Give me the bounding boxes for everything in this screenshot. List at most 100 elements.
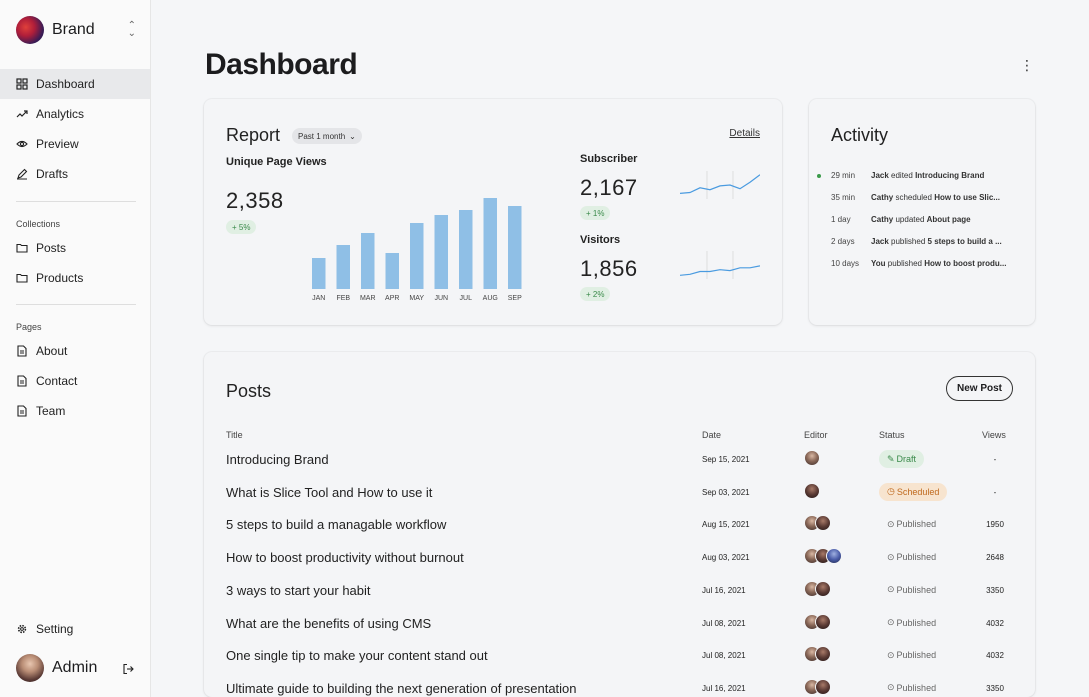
table-row[interactable]: Introducing Brand Sep 15, 2021 ✎ Draft - [204,450,1035,485]
sidebar-item-label: Analytics [36,107,85,121]
published-status-icon: ⊙ [887,682,895,693]
published-status-icon: ⊙ [887,518,895,529]
published-status-icon: ⊙ [887,551,895,562]
status-dot [817,218,821,222]
x-tick-label: JUL [460,295,473,302]
bar [483,198,497,289]
post-date: Sep 15, 2021 [702,455,750,464]
table-row[interactable]: How to boost productivity without burnou… [204,548,1035,583]
gear-icon [16,623,28,635]
activity-item[interactable]: 1 day Cathy updated About page [817,215,1027,224]
brand-name: Brand [52,21,95,38]
status-badge: ⊙ Published [879,515,944,533]
user-profile[interactable]: Admin [16,654,134,682]
avatar [804,482,820,499]
status-label: Scheduled [896,486,940,497]
sidebar-item-label: Setting [36,622,74,636]
status-dot [817,240,821,244]
post-views: 2648 [986,553,1004,563]
post-title[interactable]: 3 ways to start your habit [226,582,371,598]
sidebar-item-analytics[interactable]: Analytics [0,99,150,129]
published-status-icon: ⊙ [887,649,895,660]
subscriber-label: Subscriber [580,153,638,165]
table-row[interactable]: Ultimate guide to building the next gene… [204,678,1035,697]
sidebar-item-drafts[interactable]: Drafts [0,159,150,189]
sidebar-item-products[interactable]: Products [0,263,150,293]
sidebar-item-about[interactable]: About [0,336,150,366]
editor-avatars [804,646,831,663]
column-header-date[interactable]: Date [702,430,722,440]
status-label: Published [896,584,937,595]
sidebar-item-preview[interactable]: Preview [0,129,150,159]
activity-title: Activity [831,125,889,145]
sidebar-item-setting[interactable]: Setting [0,614,150,644]
activity-time: 2 days [831,237,855,246]
status-label: Published [896,519,937,530]
pages-label: Pages [16,322,42,332]
subscriber-change: + 1% [580,206,611,220]
table-row[interactable]: What is Slice Tool and How to use it Sep … [204,482,1035,518]
activity-item[interactable]: 29 min Jack edited Introducing Brand [817,171,1027,180]
activity-text: Cathy scheduled How to use Slic... [871,193,1021,202]
activity-item[interactable]: 10 days You published How to boost produ.… [817,259,1027,268]
avatar [815,515,831,532]
activity-target: How to boost produ... [924,259,1007,268]
published-status-icon: ⊙ [887,584,895,595]
status-label: Published [896,682,937,693]
column-header-views[interactable]: Views [982,430,1006,440]
posts-title: Posts [226,381,272,401]
post-views: - [993,455,997,464]
post-title[interactable]: What are the benefits of using CMS [226,615,432,631]
post-title[interactable]: 5 steps to build a managable workflow [226,517,447,533]
status-badge: ⊙ Published [879,581,944,599]
post-views: - [993,487,997,497]
table-row[interactable]: One single tip to make your content stan… [204,646,1035,681]
details-link[interactable]: Details [729,128,760,139]
visitors-value: 1,856 [580,256,638,281]
new-post-button[interactable]: New Post [945,376,1013,401]
sidebar-item-label: Products [36,271,84,285]
bar [385,253,399,289]
sidebar-item-dashboard[interactable]: Dashboard [0,69,150,99]
post-title[interactable]: One single tip to make your content stan… [226,648,488,664]
sidebar-item-label: Contact [36,374,78,388]
unique-views-label: Unique Page Views [226,156,327,168]
post-title[interactable]: Introducing Brand [226,452,329,467]
bar [312,258,326,289]
post-title[interactable]: How to boost productivity without burnou… [226,550,464,566]
eye-icon [16,138,28,150]
more-options-icon[interactable]: ⋮ [1020,57,1034,73]
status-badge: ◷ Scheduled [879,482,948,501]
table-row[interactable]: 3 ways to start your habit Jul 16, 2021 ⊙ … [204,580,1035,616]
activity-item[interactable]: 35 min Cathy scheduled How to use Slic... [817,193,1027,202]
sidebar-item-team[interactable]: Team [0,396,150,426]
x-tick-label: MAY [409,295,424,302]
activity-item[interactable]: 2 days Jack published 5 steps to build a … [817,237,1027,246]
brand-switcher[interactable]: Brand ⌃ ⌄ [16,16,136,44]
activity-user: Cathy [871,193,894,202]
logout-icon[interactable] [122,662,134,675]
sidebar-item-contact[interactable]: Contact [0,366,150,396]
post-title[interactable]: What is Slice Tool and How to use it [226,484,433,500]
period-select[interactable]: Past 1 month ⌄ [292,128,362,144]
report-title: Report [226,125,281,145]
x-tick-label: JAN [312,295,325,302]
column-header-editor[interactable]: Editor [804,430,828,440]
subscriber-value: 2,167 [580,175,638,200]
avatar [815,646,831,663]
column-header-status[interactable]: Status [879,430,905,440]
activity-target: How to use Slic... [934,193,1000,202]
period-label: Past 1 month [298,131,346,141]
sidebar-item-posts[interactable]: Posts [0,233,150,263]
status-dot [817,173,821,178]
chevron-down-icon: ⌄ [349,131,356,141]
table-row[interactable]: What are the benefits of using CMS Jul 08… [204,613,1035,649]
avatar [826,548,842,565]
activity-action: edited [891,171,913,180]
column-header-title[interactable]: Title [226,430,243,440]
x-tick-label: FEB [336,295,350,302]
table-row[interactable]: 5 steps to build a managable workflow Aug… [204,515,1035,550]
post-title[interactable]: Ultimate guide to building the next gene… [226,680,577,696]
folder-icon [16,272,28,284]
editor-avatars [804,482,820,499]
